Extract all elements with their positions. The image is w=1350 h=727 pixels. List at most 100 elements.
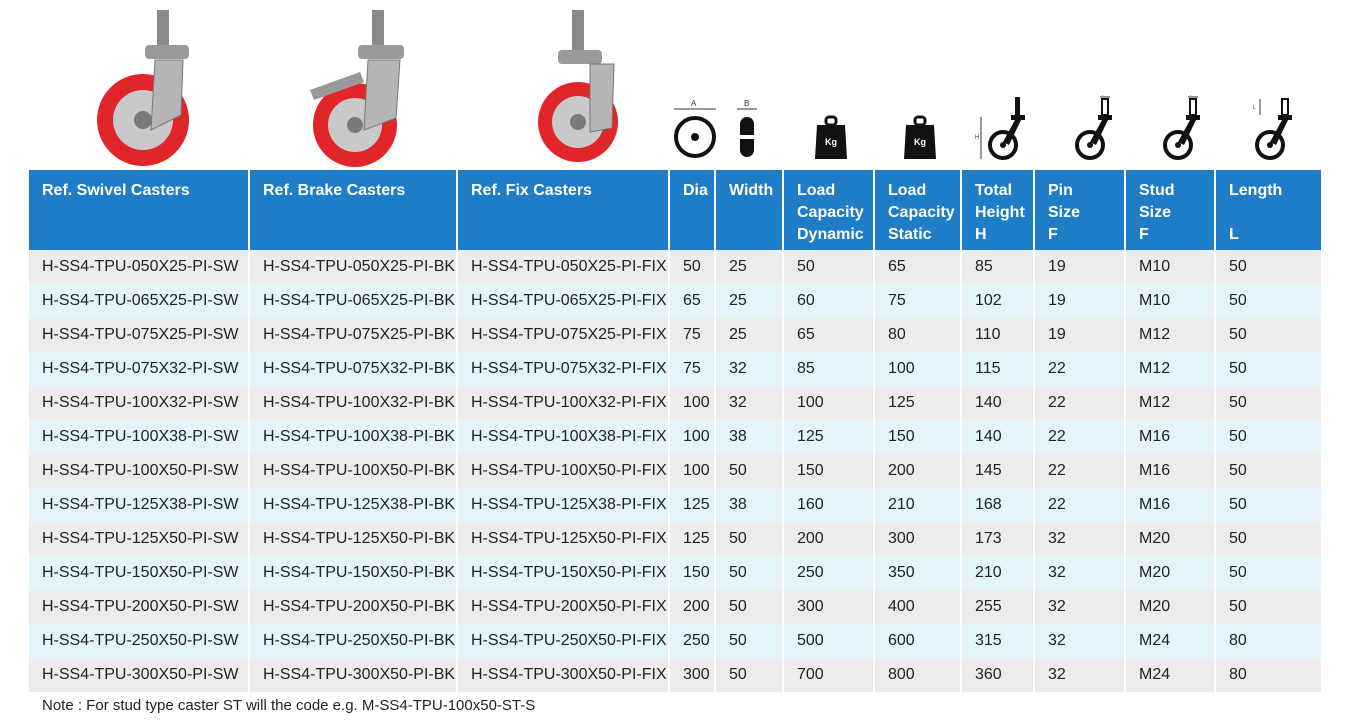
column-header-line: Static xyxy=(888,226,932,243)
table-row: H-SS4-TPU-100X32-PI-SW H-SS4-TPU-100X32-P… xyxy=(29,386,1321,420)
table-cell-load-dynamic: 300 xyxy=(782,590,874,624)
table-cell-dia: 75 xyxy=(668,318,715,352)
table-cell-swivel: H-SS4-TPU-250X50-PI-SW xyxy=(29,624,249,658)
table-cell-length: 50 xyxy=(1214,250,1321,284)
table-cell-swivel: H-SS4-TPU-300X50-PI-SW xyxy=(29,658,249,692)
table-cell-load-dynamic: 500 xyxy=(782,624,874,658)
table-cell-brake: H-SS4-TPU-250X50-PI-BK xyxy=(248,624,457,658)
table-cell-load-static: 400 xyxy=(873,590,961,624)
column-header-pin-size: Pin Size F xyxy=(1033,170,1125,250)
table-row: H-SS4-TPU-100X50-PI-SW H-SS4-TPU-100X50-P… xyxy=(29,454,1321,488)
column-header-line: Size xyxy=(1139,204,1172,221)
table-cell-total-height: 140 xyxy=(960,420,1034,454)
table-cell-load-dynamic: 50 xyxy=(782,250,874,284)
width-icon: B xyxy=(737,99,757,157)
column-header-line: Load xyxy=(797,182,836,199)
table-cell-load-static: 65 xyxy=(873,250,961,284)
table-cell-load-static: 200 xyxy=(873,454,961,488)
weight-dynamic-icon: Kg xyxy=(815,115,847,159)
table-cell-width: 25 xyxy=(714,250,783,284)
table-cell-length: 50 xyxy=(1214,352,1321,386)
table-row: H-SS4-TPU-150X50-PI-SW H-SS4-TPU-150X50-P… xyxy=(29,556,1321,590)
table-cell-length: 50 xyxy=(1214,488,1321,522)
table-cell-swivel: H-SS4-TPU-050X25-PI-SW xyxy=(29,250,249,284)
table-cell-fix: H-SS4-TPU-100X50-PI-FIX xyxy=(456,454,669,488)
column-header-brake: Ref. Brake Casters xyxy=(248,170,457,250)
table-cell-pin-size: 32 xyxy=(1033,556,1125,590)
column-header-line xyxy=(1229,202,1313,224)
table-cell-load-static: 75 xyxy=(873,284,961,318)
table-cell-fix: H-SS4-TPU-065X25-PI-FIX xyxy=(456,284,669,318)
table-cell-swivel: H-SS4-TPU-150X50-PI-SW xyxy=(29,556,249,590)
table-cell-width: 50 xyxy=(714,658,783,692)
table-cell-load-dynamic: 150 xyxy=(782,454,874,488)
table-cell-stud-size: M16 xyxy=(1124,488,1215,522)
table-cell-total-height: 145 xyxy=(960,454,1034,488)
svg-text:F: F xyxy=(1102,95,1105,98)
table-cell-pin-size: 32 xyxy=(1033,522,1125,556)
table-row: H-SS4-TPU-065X25-PI-SW H-SS4-TPU-065X25-P… xyxy=(29,284,1321,318)
table-row: H-SS4-TPU-250X50-PI-SW H-SS4-TPU-250X50-P… xyxy=(29,624,1321,658)
table-cell-stud-size: M12 xyxy=(1124,386,1215,420)
table-cell-dia: 75 xyxy=(668,352,715,386)
table-cell-swivel: H-SS4-TPU-200X50-PI-SW xyxy=(29,590,249,624)
table-cell-width: 50 xyxy=(714,624,783,658)
table-cell-load-dynamic: 65 xyxy=(782,318,874,352)
table-cell-pin-size: 19 xyxy=(1033,250,1125,284)
table-cell-stud-size: M24 xyxy=(1124,624,1215,658)
table-cell-length: 80 xyxy=(1214,658,1321,692)
table-cell-dia: 125 xyxy=(668,488,715,522)
table-cell-pin-size: 19 xyxy=(1033,318,1125,352)
svg-text:A: A xyxy=(691,99,697,108)
column-header-line: H xyxy=(975,226,987,243)
table-cell-total-height: 173 xyxy=(960,522,1034,556)
table-cell-brake: H-SS4-TPU-150X50-PI-BK xyxy=(248,556,457,590)
swivel-caster-image xyxy=(97,10,189,166)
table-cell-length: 50 xyxy=(1214,420,1321,454)
table-row: H-SS4-TPU-125X38-PI-SW H-SS4-TPU-125X38-P… xyxy=(29,488,1321,522)
table-cell-fix: H-SS4-TPU-050X25-PI-FIX xyxy=(456,250,669,284)
table-cell-load-static: 300 xyxy=(873,522,961,556)
svg-text:Kg: Kg xyxy=(914,137,926,147)
table-cell-load-dynamic: 85 xyxy=(782,352,874,386)
table-cell-load-dynamic: 60 xyxy=(782,284,874,318)
table-cell-swivel: H-SS4-TPU-065X25-PI-SW xyxy=(29,284,249,318)
table-cell-width: 50 xyxy=(714,590,783,624)
table-row: H-SS4-TPU-300X50-PI-SW H-SS4-TPU-300X50-P… xyxy=(29,658,1321,692)
table-cell-pin-size: 19 xyxy=(1033,284,1125,318)
table-cell-width: 38 xyxy=(714,420,783,454)
table-cell-total-height: 110 xyxy=(960,318,1034,352)
table-cell-fix: H-SS4-TPU-075X25-PI-FIX xyxy=(456,318,669,352)
column-header-line: Dia xyxy=(683,182,708,199)
table-cell-fix: H-SS4-TPU-200X50-PI-FIX xyxy=(456,590,669,624)
table-cell-length: 50 xyxy=(1214,318,1321,352)
table-cell-brake: H-SS4-TPU-075X32-PI-BK xyxy=(248,352,457,386)
table-cell-width: 38 xyxy=(714,488,783,522)
table-cell-total-height: 115 xyxy=(960,352,1034,386)
table-cell-total-height: 140 xyxy=(960,386,1034,420)
pin-size-icon: F xyxy=(1075,95,1112,160)
table-cell-width: 25 xyxy=(714,284,783,318)
diameter-icon: A xyxy=(674,99,716,158)
brake-caster-image xyxy=(310,10,404,167)
table-cell-width: 32 xyxy=(714,386,783,420)
table-cell-load-dynamic: 125 xyxy=(782,420,874,454)
table-cell-stud-size: M10 xyxy=(1124,284,1215,318)
table-cell-load-dynamic: 160 xyxy=(782,488,874,522)
column-header-line: Width xyxy=(729,182,774,199)
table-cell-brake: H-SS4-TPU-125X38-PI-BK xyxy=(248,488,457,522)
fix-caster-image xyxy=(538,10,618,162)
table-cell-pin-size: 22 xyxy=(1033,488,1125,522)
table-cell-load-static: 150 xyxy=(873,420,961,454)
table-cell-stud-size: M16 xyxy=(1124,420,1215,454)
column-header-line: Ref. Swivel Casters xyxy=(42,182,190,199)
column-header-line: Length xyxy=(1229,182,1283,199)
column-header-line: Dynamic xyxy=(797,226,864,243)
svg-text:Kg: Kg xyxy=(825,137,837,147)
table-row: H-SS4-TPU-100X38-PI-SW H-SS4-TPU-100X38-P… xyxy=(29,420,1321,454)
table-cell-pin-size: 22 xyxy=(1033,386,1125,420)
table-row: H-SS4-TPU-050X25-PI-SW H-SS4-TPU-050X25-P… xyxy=(29,250,1321,284)
footnote: Note : For stud type caster ST will the … xyxy=(42,697,536,714)
table-cell-brake: H-SS4-TPU-075X25-PI-BK xyxy=(248,318,457,352)
table-row: H-SS4-TPU-075X32-PI-SW H-SS4-TPU-075X32-P… xyxy=(29,352,1321,386)
